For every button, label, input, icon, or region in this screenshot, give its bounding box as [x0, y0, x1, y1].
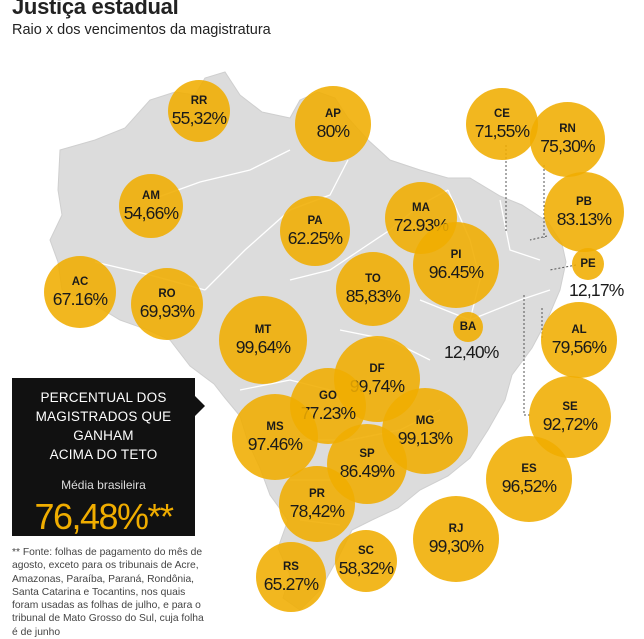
page-title: Justiça estadual — [12, 0, 179, 19]
bubble-pa: PA 62.25% — [280, 196, 350, 266]
page-subtitle: Raio x dos vencimentos da magistratura — [12, 22, 271, 38]
uf-label: SC — [358, 544, 374, 557]
uf-label: PB — [576, 195, 592, 208]
pct-label: 99,13% — [397, 427, 453, 448]
pct-label: 71,55% — [474, 120, 530, 141]
pct-label: 99,64% — [235, 336, 291, 357]
bubble-ro: RO 69,93% — [131, 268, 203, 340]
pct-label: 80% — [316, 120, 350, 141]
uf-label: PI — [450, 248, 462, 261]
uf-label: SP — [359, 447, 375, 460]
infobox-heading-line: MAGISTRADOS QUE GANHAM — [35, 409, 172, 443]
infobox-heading-line: PERCENTUAL DOS — [40, 390, 167, 405]
uf-label: RS — [283, 560, 299, 573]
uf-label: GO — [319, 389, 337, 402]
infobox-heading: PERCENTUAL DOS MAGISTRADOS QUE GANHAM AC… — [12, 388, 195, 464]
uf-label: MA — [412, 201, 430, 214]
pct-label: 92,72% — [542, 413, 598, 434]
pe-value-label: 12,17% — [569, 280, 624, 300]
pct-label: 54,66% — [123, 202, 179, 223]
bubble-rn: RN 75,30% — [530, 102, 605, 177]
bubble-ap: AP 80% — [295, 86, 371, 162]
pct-label: 79,56% — [551, 336, 607, 357]
uf-label: DF — [369, 362, 385, 375]
uf-label: MG — [415, 414, 435, 427]
bubble-rs: RS 65.27% — [256, 542, 326, 612]
infobox-heading-line: ACIMA DO TETO — [49, 447, 158, 462]
pct-label: 85,83% — [345, 285, 401, 306]
bubble-pe: PE — [572, 248, 604, 280]
uf-label: TO — [365, 272, 381, 285]
bubble-rj: RJ 99,30% — [413, 496, 499, 582]
pct-label: 58,32% — [338, 557, 394, 578]
uf-label: AL — [571, 323, 587, 336]
bubble-pb: PB 83.13% — [544, 172, 624, 252]
uf-label: RR — [190, 94, 208, 107]
bubble-ac: AC 67.16% — [44, 256, 116, 328]
pct-label: 62.25% — [287, 227, 343, 248]
uf-label: MS — [266, 420, 284, 433]
pct-label: 96,52% — [501, 475, 557, 496]
uf-label: RN — [559, 123, 576, 135]
bubble-ba: BA — [453, 312, 483, 342]
leader-lines — [505, 145, 577, 416]
pct-label: 83.13% — [556, 208, 612, 229]
uf-label: RJ — [448, 522, 464, 535]
bubble-sc: SC 58,32% — [335, 530, 397, 592]
uf-label: CE — [494, 107, 510, 120]
pct-label: 67.16% — [52, 288, 108, 309]
bubble-pi: PI 96.45% — [413, 222, 499, 308]
uf-label: AC — [71, 275, 89, 288]
source-footnote: ** Fonte: folhas de pagamento do mês de … — [12, 547, 204, 638]
pct-label: 99,74% — [349, 375, 405, 396]
bubble-al: AL 79,56% — [541, 302, 617, 378]
uf-label: MT — [254, 323, 272, 336]
bubble-mt: MT 99,64% — [219, 296, 307, 384]
uf-label: AP — [325, 107, 341, 120]
pct-label: 78,42% — [289, 500, 345, 521]
pct-label: 97.46% — [247, 433, 303, 454]
uf-label: BA — [459, 320, 477, 333]
average-infobox: PERCENTUAL DOS MAGISTRADOS QUE GANHAM AC… — [12, 378, 205, 537]
average-value: 76,48%** — [34, 496, 174, 537]
bubble-ce: CE 71,55% — [466, 88, 538, 160]
pct-label: 69,93% — [139, 300, 195, 321]
pct-label: 65.27% — [263, 573, 319, 594]
uf-label: AM — [142, 189, 160, 202]
bubble-es: ES 96,52% — [486, 436, 572, 522]
uf-label: PR — [309, 487, 325, 500]
uf-label: SE — [562, 400, 578, 413]
bubble-to: TO 85,83% — [336, 252, 410, 326]
ba-value-label: 12,40% — [444, 342, 499, 362]
pct-label: 96.45% — [428, 261, 484, 282]
uf-label: PA — [307, 214, 323, 227]
uf-label: ES — [521, 462, 537, 475]
bubble-rr: RR 55,32% — [168, 80, 230, 142]
pct-label: 77.23% — [300, 402, 356, 423]
bubble-pr: PR 78,42% — [279, 466, 355, 542]
bubble-ms: MS 97.46% — [232, 394, 318, 480]
average-label: Média brasileira — [61, 478, 146, 492]
uf-label: PE — [580, 257, 596, 270]
pct-label: 55,32% — [171, 107, 227, 128]
infobox-pointer — [195, 396, 205, 416]
uf-label: RO — [158, 287, 176, 300]
pct-label: 75,30% — [540, 136, 595, 156]
bubble-am: AM 54,66% — [119, 174, 183, 238]
pct-label: 86.49% — [339, 460, 395, 481]
pct-label: 99,30% — [428, 535, 484, 556]
